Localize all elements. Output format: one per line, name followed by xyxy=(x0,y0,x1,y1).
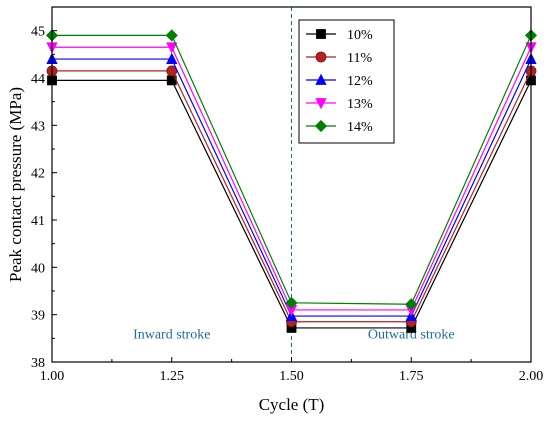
legend-marker xyxy=(315,98,327,110)
y-tick-label: 41 xyxy=(31,214,45,229)
legend-label: 10% xyxy=(347,28,373,43)
series-3 xyxy=(46,42,537,317)
legend-marker xyxy=(314,119,328,133)
legend-marker xyxy=(315,51,327,63)
legend-box xyxy=(298,19,395,144)
data-point xyxy=(166,52,178,64)
legend-marker xyxy=(315,73,327,85)
y-tick-label: 42 xyxy=(31,167,45,182)
data-point xyxy=(165,29,178,42)
legend-label: 12% xyxy=(347,74,373,89)
y-tick-label: 39 xyxy=(31,309,45,324)
data-point xyxy=(166,42,178,54)
y-tick-label: 43 xyxy=(31,119,45,134)
x-axis-title: Cycle (T) xyxy=(259,395,325,414)
series-4 xyxy=(45,29,538,311)
axes: 1.00 1.25 1.50 1.75 2.00 38 39 40 41 42 43 44 45 xyxy=(31,25,543,384)
legend: 10% 11% 12% 13% 14% xyxy=(298,19,395,144)
y-tick-label: 44 xyxy=(31,72,45,87)
data-point xyxy=(285,296,298,309)
x-tick-label: 2.00 xyxy=(519,369,544,384)
y-tick-label: 45 xyxy=(31,25,45,40)
x-tick-label: 1.75 xyxy=(399,369,424,384)
x-tick-label: 1.00 xyxy=(40,369,65,384)
legend-label: 13% xyxy=(347,97,373,112)
legend-marker xyxy=(316,29,326,39)
legend-label: 11% xyxy=(347,51,372,66)
legend-label: 14% xyxy=(347,120,373,135)
y-axis-title: Peak contact pressure (MPa) xyxy=(6,87,25,282)
inward-stroke-label: Inward stroke xyxy=(133,327,210,342)
series-line xyxy=(52,58,532,317)
x-tick-label: 1.50 xyxy=(279,369,304,384)
data-point xyxy=(405,298,418,311)
outward-stroke-label: Outward stroke xyxy=(368,327,455,342)
y-tick-label: 40 xyxy=(31,261,45,276)
y-tick-label: 38 xyxy=(31,356,45,371)
x-tick-label: 1.25 xyxy=(160,369,185,384)
